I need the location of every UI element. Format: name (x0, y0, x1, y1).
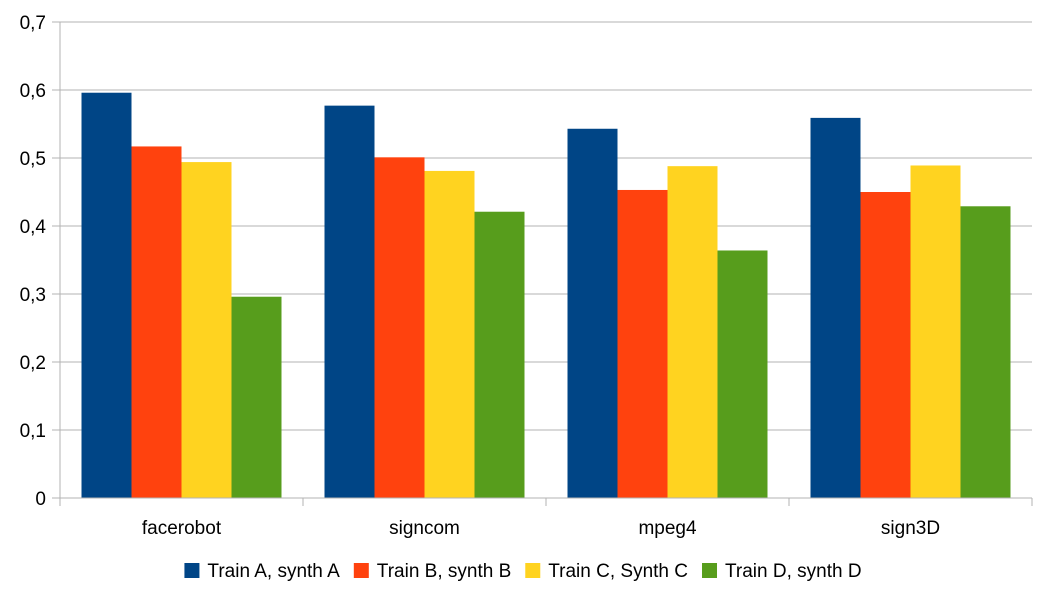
legend-label: Train D, synth D (725, 561, 862, 582)
legend-label: Train A, synth A (207, 561, 340, 582)
bar-mpeg4-series-3 (667, 166, 718, 498)
y-tick-label: 0,4 (20, 217, 47, 238)
y-tick-label: 0,2 (20, 353, 46, 374)
legend-label: Train C, Synth C (548, 561, 688, 582)
bar-facerobot-series-2 (131, 146, 182, 498)
bar-signcom-series-2 (374, 157, 425, 498)
bar-signcom-series-1 (324, 105, 375, 498)
legend-label: Train B, synth B (377, 561, 511, 582)
legend: Train A, synth A Train B, synth B Train C,… (184, 561, 862, 582)
bar-sign3D-series-4 (960, 206, 1011, 498)
y-tick-label: 0,7 (20, 13, 46, 34)
legend-swatch (353, 563, 369, 578)
legend-swatch (525, 563, 541, 578)
x-tick-label: sign3D (881, 518, 940, 539)
bars (81, 92, 1011, 499)
x-tick-label: signcom (389, 518, 460, 539)
bar-signcom-series-3 (424, 170, 475, 499)
x-tick-label: facerobot (142, 518, 222, 539)
bar-mpeg4-series-1 (567, 128, 618, 498)
bar-mpeg4-series-4 (717, 250, 768, 498)
bar-sign3D-series-2 (860, 192, 911, 498)
y-tick-label: 0,5 (20, 149, 46, 170)
y-tick-label: 0 (35, 489, 46, 510)
bar-sign3D-series-3 (910, 165, 961, 499)
bar-facerobot-series-3 (181, 162, 232, 498)
legend-swatch (702, 563, 718, 578)
bar-facerobot-series-1 (81, 92, 132, 498)
y-tick-label: 0,3 (20, 285, 46, 306)
bar-signcom-series-4 (474, 211, 525, 498)
x-tick-label: mpeg4 (638, 518, 697, 539)
axes: 0 0,1 0,2 0,3 0,4 0,5 0,6 0,7 facerobot signcom mp… (20, 13, 1033, 539)
legend-swatch (184, 563, 200, 578)
y-tick-label: 0,6 (20, 81, 46, 102)
bar-sign3D-series-1 (810, 117, 861, 498)
bar-mpeg4-series-2 (617, 189, 668, 498)
bar-facerobot-series-4 (231, 296, 282, 498)
y-tick-label: 0,1 (20, 421, 46, 442)
